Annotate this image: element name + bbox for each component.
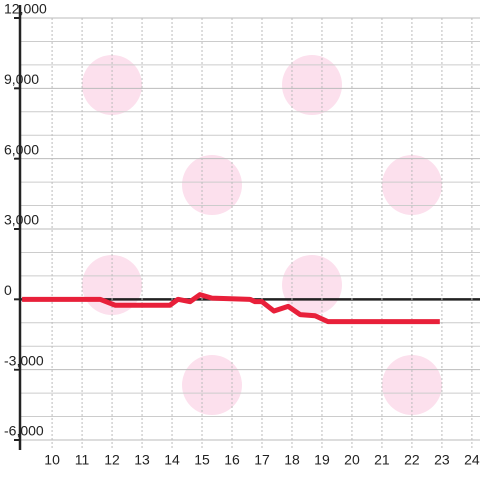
x-tick-label: 10 <box>44 452 60 468</box>
y-tick-label: 0 <box>4 282 12 298</box>
x-tick-label: 18 <box>284 452 300 468</box>
x-tick-label: 11 <box>75 452 90 468</box>
x-tick-label: 16 <box>224 452 240 468</box>
x-tick-label: 15 <box>194 452 210 468</box>
x-tick-label: 14 <box>164 452 180 468</box>
x-tick-label: 21 <box>374 452 390 468</box>
x-tick-label: 22 <box>404 452 420 468</box>
y-tick-label: -6,000 <box>4 423 44 439</box>
y-tick-label: 9,000 <box>4 71 39 87</box>
y-tick-label: 12,000 <box>4 1 47 17</box>
data-line <box>22 292 440 325</box>
x-tick-label: 13 <box>134 452 150 468</box>
y-tick-label: 3,000 <box>4 212 39 228</box>
x-tick-label: 23 <box>434 452 450 468</box>
x-tick-label: 17 <box>254 452 270 468</box>
x-tick-label: 12 <box>104 452 120 468</box>
y-tick-label: -3,000 <box>4 352 44 368</box>
x-tick-label: 24 <box>464 452 480 468</box>
y-tick-label: 6,000 <box>4 141 39 157</box>
x-tick-label: 19 <box>314 452 330 468</box>
x-tick-label: 20 <box>344 452 360 468</box>
